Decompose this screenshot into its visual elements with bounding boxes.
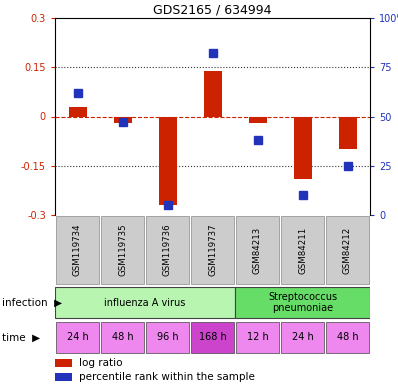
Text: infection  ▶: infection ▶ xyxy=(2,298,62,308)
Text: 24 h: 24 h xyxy=(66,333,88,343)
Text: 48 h: 48 h xyxy=(337,333,358,343)
Text: GSM119735: GSM119735 xyxy=(118,224,127,276)
Bar xyxy=(146,217,189,284)
Text: GSM119737: GSM119737 xyxy=(208,224,217,276)
Bar xyxy=(248,116,267,123)
Text: GSM84212: GSM84212 xyxy=(343,227,352,274)
Bar xyxy=(326,217,369,284)
Bar xyxy=(56,217,99,284)
Text: 48 h: 48 h xyxy=(112,333,133,343)
Bar xyxy=(203,71,222,116)
Text: log ratio: log ratio xyxy=(79,358,122,368)
Bar xyxy=(68,107,86,116)
Bar xyxy=(101,322,144,353)
Text: 24 h: 24 h xyxy=(292,333,313,343)
Bar xyxy=(56,322,99,353)
Title: GDS2165 / 634994: GDS2165 / 634994 xyxy=(153,4,272,17)
Bar xyxy=(281,217,324,284)
Bar xyxy=(281,322,324,353)
Bar xyxy=(236,322,279,353)
Text: 96 h: 96 h xyxy=(157,333,178,343)
Bar xyxy=(236,217,279,284)
Bar xyxy=(191,217,234,284)
Text: GSM119734: GSM119734 xyxy=(73,224,82,276)
Text: percentile rank within the sample: percentile rank within the sample xyxy=(79,372,254,382)
Bar xyxy=(101,217,144,284)
Bar xyxy=(339,116,357,149)
Bar xyxy=(55,287,235,318)
Text: GSM84213: GSM84213 xyxy=(253,227,262,274)
Bar xyxy=(158,116,176,205)
Text: influenza A virus: influenza A virus xyxy=(104,298,186,308)
Bar xyxy=(113,116,131,123)
Text: GSM119736: GSM119736 xyxy=(163,224,172,276)
Text: 12 h: 12 h xyxy=(247,333,268,343)
Bar xyxy=(235,287,370,318)
Text: GSM84211: GSM84211 xyxy=(298,227,307,274)
Bar xyxy=(293,116,312,179)
Bar xyxy=(55,372,72,381)
Text: 168 h: 168 h xyxy=(199,333,226,343)
Bar xyxy=(146,322,189,353)
Bar xyxy=(191,322,234,353)
Bar xyxy=(326,322,369,353)
Text: time  ▶: time ▶ xyxy=(2,333,40,343)
Bar xyxy=(55,359,72,367)
Text: Streptococcus
pneumoniae: Streptococcus pneumoniae xyxy=(268,292,337,313)
